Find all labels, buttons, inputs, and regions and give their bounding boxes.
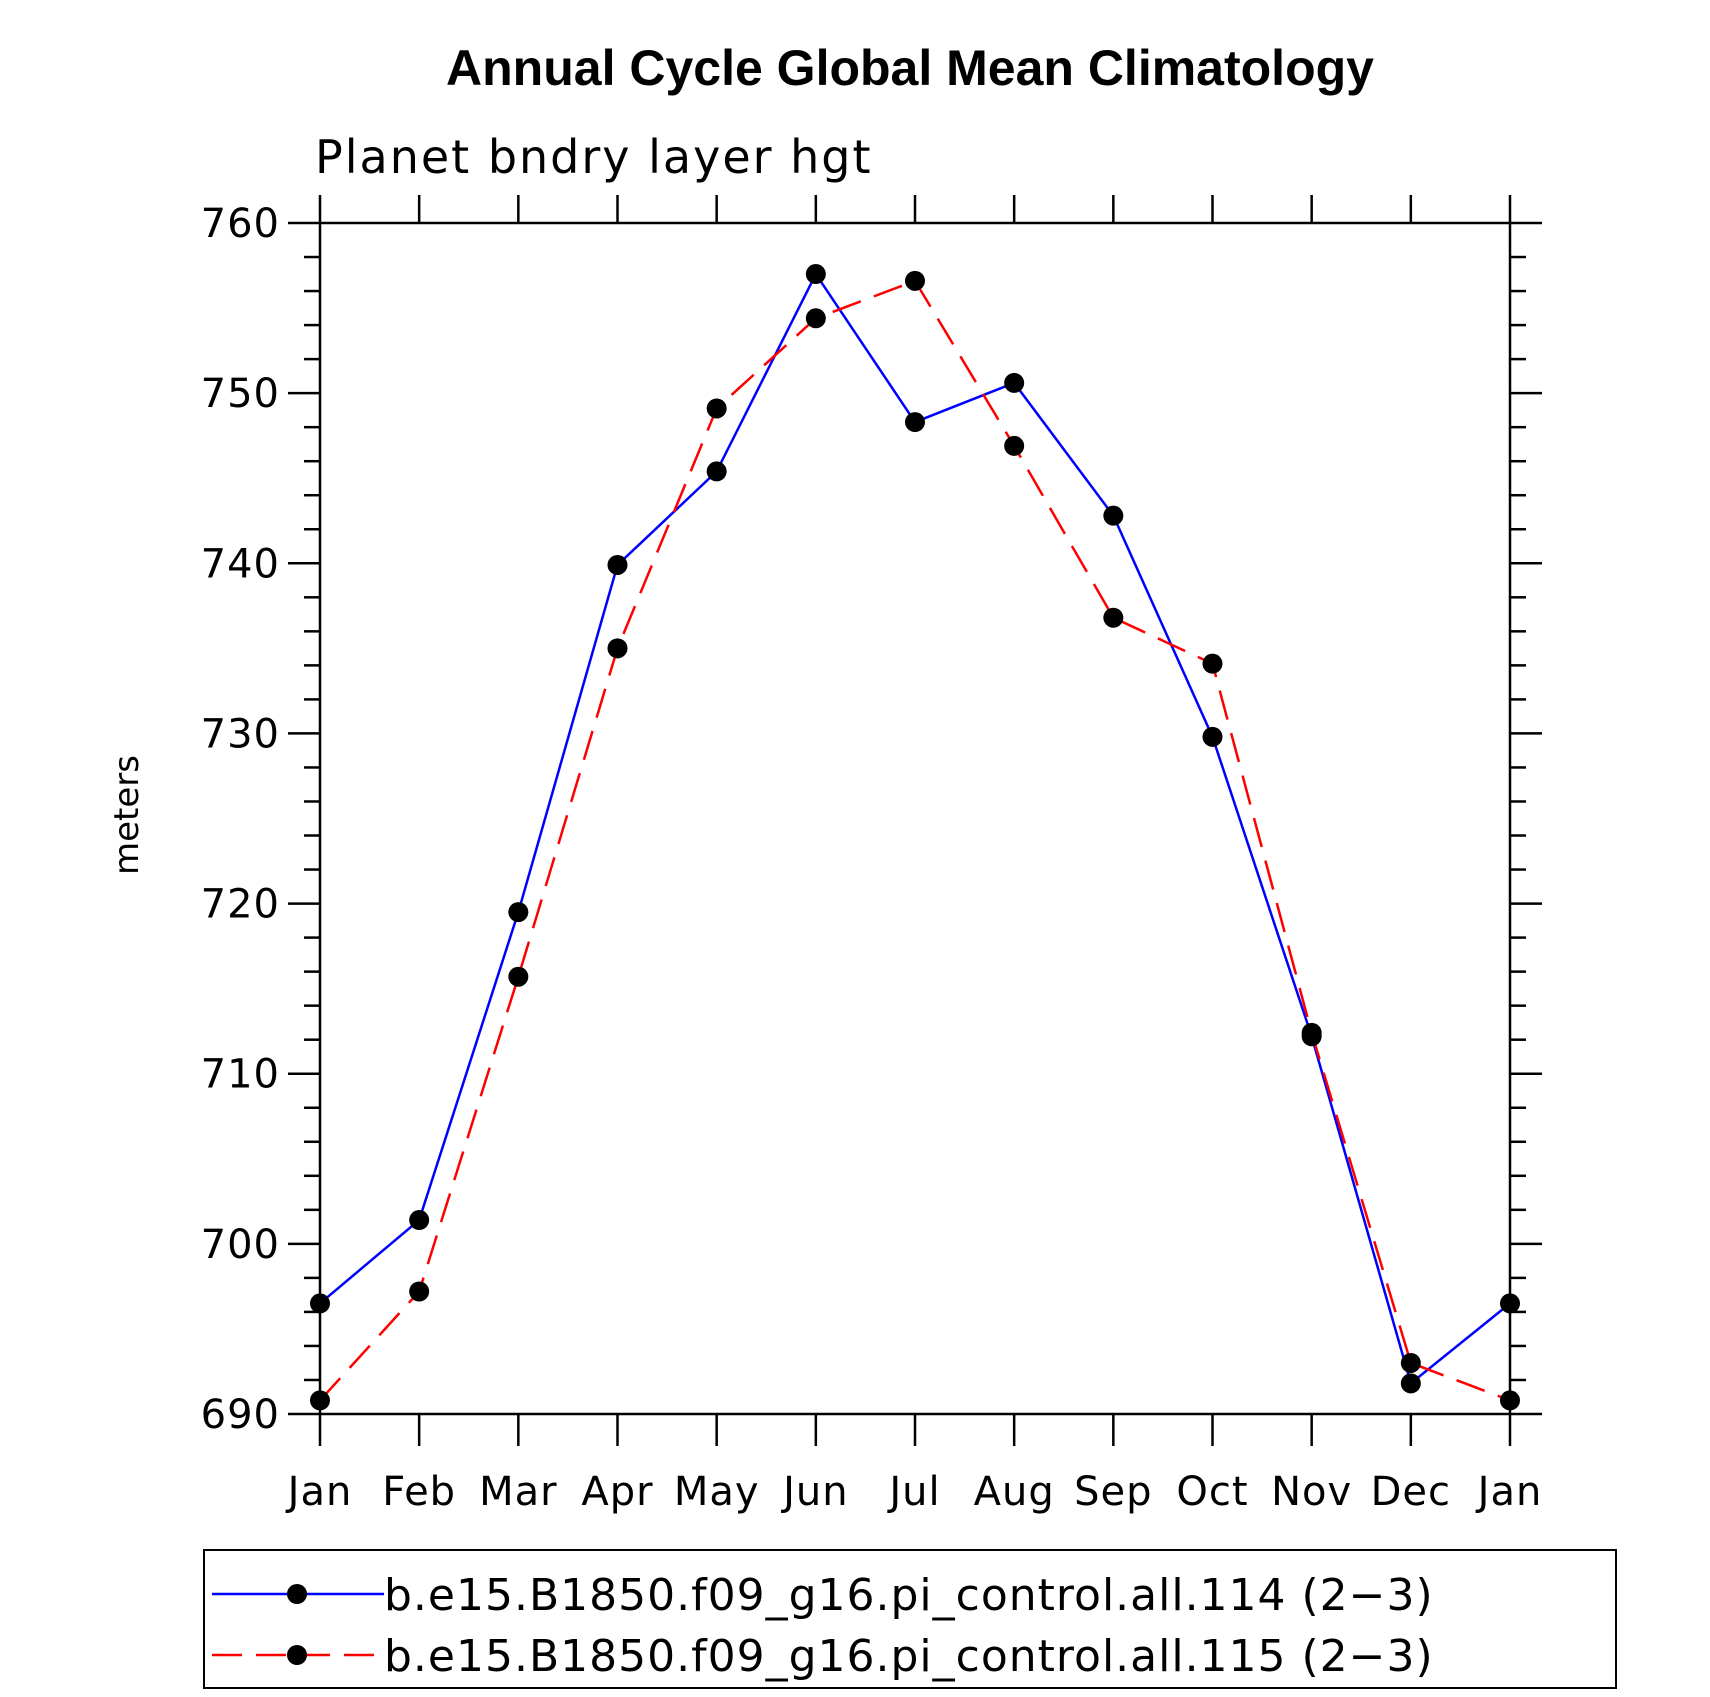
y-tick-label: 730 [201, 711, 280, 757]
x-axis-ticks: Jan Feb Mar Apr May Jun Jul Aug Sep Oct Nov Dec Jan [285, 195, 1543, 1515]
series-1-point [805, 264, 826, 285]
x-tick-label: Jun [780, 1469, 849, 1515]
x-tick-label: Oct [1176, 1469, 1248, 1515]
x-tick-label: Jan [1475, 1469, 1543, 1515]
series-1-point [607, 554, 628, 575]
x-tick-label: Mar [479, 1469, 557, 1515]
series-1-point [409, 1210, 430, 1231]
series-2-point [1202, 653, 1223, 674]
y-tick-label: 710 [201, 1052, 280, 1098]
y-tick-label: 690 [201, 1392, 280, 1438]
series-1-point [310, 1293, 330, 1314]
x-tick-label: Dec [1371, 1469, 1451, 1515]
series-2-point [905, 270, 925, 291]
chart-subtitle: Planet bndry layer hgt [315, 130, 873, 184]
series-2-point [1301, 1022, 1322, 1043]
y-axis-label: meters [107, 755, 147, 875]
series-1-point [1400, 1373, 1421, 1394]
series-1-point [1004, 372, 1025, 393]
series-line-2 [319, 279, 1511, 1402]
legend-box [203, 1549, 1617, 1689]
y-tick-label: 750 [201, 371, 280, 417]
x-tick-label: Jul [886, 1469, 940, 1515]
y-tick-label: 720 [201, 882, 280, 928]
series-2-point [1400, 1352, 1421, 1373]
legend-marker-1 [287, 1584, 307, 1604]
legend-label-2: b.e15.B1850.f09_g16.pi_control.all.115 (… [384, 1631, 1434, 1682]
series-1-point [508, 902, 529, 923]
series-1-point [1202, 726, 1223, 747]
legend: b.e15.B1850.f09_g16.pi_control.all.114 (… [203, 1549, 1617, 1689]
x-tick-label: Feb [382, 1469, 456, 1515]
plot-frame [318, 221, 1512, 1416]
x-tick-label: May [674, 1469, 760, 1515]
y-tick-label: 740 [201, 541, 280, 587]
x-tick-label: Jan [285, 1469, 353, 1515]
series-2-point [409, 1281, 430, 1302]
x-tick-label: Nov [1271, 1469, 1352, 1515]
series-1-point [1500, 1293, 1520, 1314]
chart-title: Annual Cycle Global Mean Climatology [446, 40, 1374, 96]
series-2-point [1103, 607, 1124, 628]
x-tick-label: Aug [974, 1469, 1055, 1515]
y-tick-label: 700 [201, 1222, 280, 1268]
series-2-point [1004, 435, 1025, 456]
y-axis-ticks: 690 700 710 720 730 740 750 760 [201, 201, 1542, 1438]
series-2-point [1500, 1390, 1520, 1411]
series-1-point [1103, 505, 1124, 526]
series-1-point [706, 461, 727, 482]
series-1-point [905, 412, 925, 433]
series-layer [310, 264, 1520, 1411]
y-tick-label: 760 [201, 201, 280, 247]
series-line-1 [319, 271, 1511, 1386]
series-2-point [508, 966, 529, 987]
x-tick-label: Sep [1074, 1469, 1152, 1515]
series-2-point [310, 1390, 330, 1411]
x-tick-label: Apr [581, 1469, 653, 1515]
legend-label-1: b.e15.B1850.f09_g16.pi_control.all.114 (… [384, 1570, 1434, 1621]
series-2-point [607, 638, 628, 659]
legend-marker-2 [287, 1645, 307, 1665]
series-2-point [805, 308, 826, 329]
series-2-point [706, 398, 727, 419]
